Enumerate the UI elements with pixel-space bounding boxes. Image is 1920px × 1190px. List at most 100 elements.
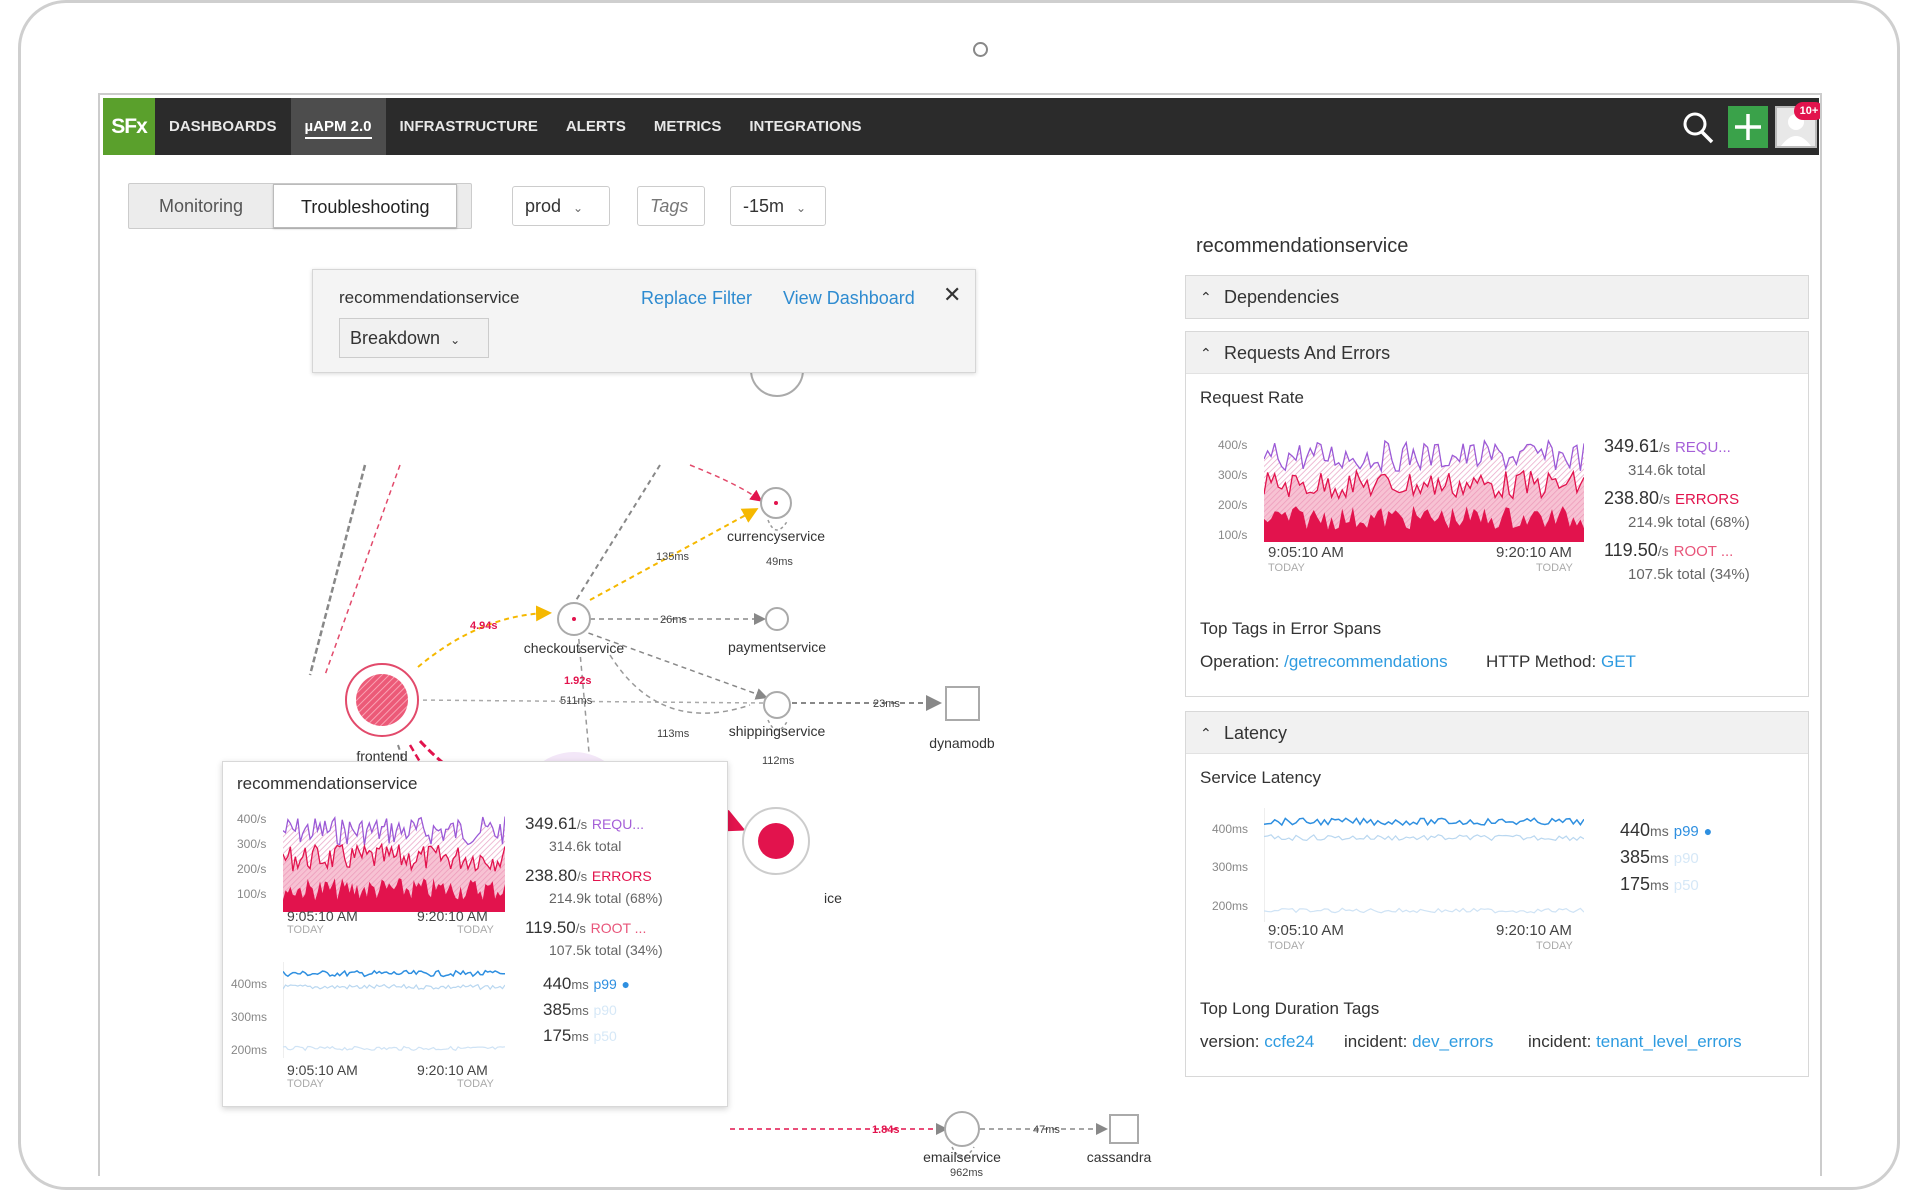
nav-apm[interactable]: µAPM 2.0 — [290, 98, 386, 155]
view-dashboard-link[interactable]: View Dashboard — [783, 288, 915, 308]
latency-name: p50 — [1673, 877, 1699, 894]
node-emailservice[interactable] — [944, 1111, 980, 1147]
dependencies-label: Dependencies — [1224, 287, 1340, 307]
environment-value: prod — [525, 196, 562, 216]
tab-troubleshooting[interactable]: Troubleshooting — [273, 184, 458, 228]
lat-axis-200: 200ms — [1212, 899, 1249, 913]
request-rate-chart — [1264, 438, 1584, 542]
hover-axis-400: 400/s — [237, 812, 267, 826]
nav-infrastructure[interactable]: INFRASTRUCTURE — [399, 118, 538, 135]
tags-filter[interactable]: Tags — [637, 186, 705, 226]
hover-day-start: TODAY — [287, 924, 324, 936]
notification-badge: 10+ — [1794, 102, 1820, 120]
add-icon[interactable] — [1728, 106, 1768, 148]
hover-stat-value: 349.61 — [525, 814, 577, 833]
nav-alerts[interactable]: ALERTS — [565, 118, 626, 135]
duration-tag-value-link[interactable]: dev_errors — [1412, 1032, 1494, 1051]
close-icon[interactable]: ✕ — [943, 282, 962, 307]
hover-stat-value: 119.50 — [525, 918, 576, 937]
requests-errors-section: ⌃ Requests And Errors Request Rate 400/s … — [1185, 331, 1809, 697]
node-next[interactable] — [758, 823, 794, 859]
duration-tag-version: version: ccfe24 — [1200, 1032, 1314, 1052]
hover-latency-p50: 175ms p50 — [543, 1026, 617, 1046]
hover-latency-p90: 385ms p90 — [543, 1000, 617, 1020]
hover-latency-chart — [283, 962, 505, 1058]
hover-lat-day-start: TODAY — [287, 1078, 324, 1090]
node-paymentservice[interactable] — [765, 607, 789, 631]
hover-latency-value: 440 — [543, 974, 572, 993]
edge-checkout-shipping — [579, 629, 768, 700]
lat-axis-300: 300ms — [1212, 860, 1249, 874]
latency-header[interactable]: ⌃ Latency — [1186, 712, 1808, 754]
rate-stat-value: 119.50 — [1604, 540, 1658, 560]
error-tag-value-link[interactable]: GET — [1600, 652, 1636, 671]
nav-integrations[interactable]: INTEGRATIONS — [749, 118, 862, 135]
hover-stat-total: 214.9k total (68%) — [549, 890, 663, 906]
node-currencyservice-dot — [774, 501, 778, 505]
node-frontend[interactable] — [356, 674, 408, 726]
hover-latency-unit: ms — [571, 1003, 589, 1018]
hover-stat-value: 238.80 — [525, 866, 577, 885]
latency-name: p90 — [1673, 850, 1699, 867]
latency-name: p99 — [1673, 823, 1699, 840]
hover-latency-name: p90 — [593, 1002, 617, 1018]
duration-tag-incident-1: incident: dev_errors — [1344, 1032, 1493, 1052]
rate-stat-total: 314.6k total — [1628, 462, 1706, 479]
node-shippingservice[interactable] — [763, 691, 791, 719]
requests-errors-header[interactable]: ⌃ Requests And Errors — [1186, 332, 1808, 374]
hover-stat-unit: /s — [577, 869, 588, 884]
search-icon[interactable] — [1678, 106, 1718, 148]
latency-p99: 440ms p99 ● — [1620, 820, 1712, 841]
label-shippingservice: shippingservice — [729, 723, 826, 739]
replace-filter-link[interactable]: Replace Filter — [641, 288, 753, 308]
lat-time-start: 9:05:10 AM — [1268, 922, 1344, 939]
dependencies-header[interactable]: ⌃ Dependencies — [1186, 276, 1808, 318]
nav-dashboards[interactable]: DASHBOARDS — [169, 118, 277, 135]
error-tag-value-link[interactable]: /getrecommendations — [1284, 652, 1448, 671]
nav-metrics[interactable]: METRICS — [653, 118, 722, 135]
rate-stat-value: 349.61 — [1604, 436, 1660, 456]
sfx-logo[interactable]: SFx — [103, 98, 155, 155]
label-checkoutservice: checkoutservice — [524, 640, 625, 656]
hover-request-chart — [283, 815, 505, 912]
label-paymentservice: paymentservice — [728, 639, 826, 655]
requests-line — [283, 815, 505, 846]
hover-axis-100: 100/s — [237, 887, 267, 901]
edge-checkout-shipping-b — [609, 654, 751, 714]
edge-frontend-recommendation — [418, 739, 540, 813]
latency-value: 385 — [1620, 847, 1651, 867]
tab-monitoring[interactable]: Monitoring — [159, 196, 244, 216]
hover-lat-axis-200: 200ms — [231, 1043, 268, 1057]
label-dynamodb: dynamodb — [929, 735, 995, 751]
hover-stat-name: REQU... — [591, 816, 644, 832]
rate-stat-name: ROOT ... — [1673, 543, 1734, 560]
rate-axis-100: 100/s — [1218, 528, 1248, 542]
edge-label-shipping-self: 112ms — [762, 755, 795, 767]
node-dynamodb[interactable] — [945, 686, 980, 721]
rate-day-start: TODAY — [1268, 562, 1305, 574]
hover-stat-name: ROOT ... — [590, 920, 647, 936]
rate-stat-unit: /s — [1659, 491, 1670, 507]
hover-latency-p99: 440ms p99 ● — [543, 974, 630, 994]
hover-stat-requests: 349.61/s REQU... — [525, 814, 644, 834]
label-frontend: frontend — [356, 748, 407, 764]
node-cassandra[interactable] — [1109, 1114, 1139, 1144]
environment-select[interactable]: prod ⌄ — [512, 186, 610, 226]
edge-top-checkout — [569, 464, 661, 611]
duration-tag-incident-2: incident: tenant_level_errors — [1528, 1032, 1742, 1052]
root-errors-area — [283, 878, 505, 912]
lat-axis-400: 400ms — [1212, 822, 1249, 836]
chevron-down-icon: ⌄ — [573, 201, 584, 215]
duration-tag-value-link[interactable]: ccfe24 — [1264, 1032, 1315, 1051]
breakdown-dropdown[interactable]: Breakdown ⌄ — [339, 318, 489, 358]
lat-time-end: 9:20:10 AM — [1496, 922, 1572, 939]
time-range-select[interactable]: -15m ⌄ — [730, 186, 826, 226]
duration-tag-value-link[interactable]: tenant_level_errors — [1596, 1032, 1742, 1051]
latency-value: 440 — [1620, 820, 1651, 840]
latency-p50: 175ms p50 — [1620, 874, 1699, 895]
lat-day-end: TODAY — [1536, 940, 1573, 952]
hover-time-start: 9:05:10 AM — [287, 908, 358, 924]
self-loop-shipping — [767, 719, 789, 731]
errors-line — [1264, 468, 1584, 500]
rate-axis-400: 400/s — [1218, 438, 1248, 452]
